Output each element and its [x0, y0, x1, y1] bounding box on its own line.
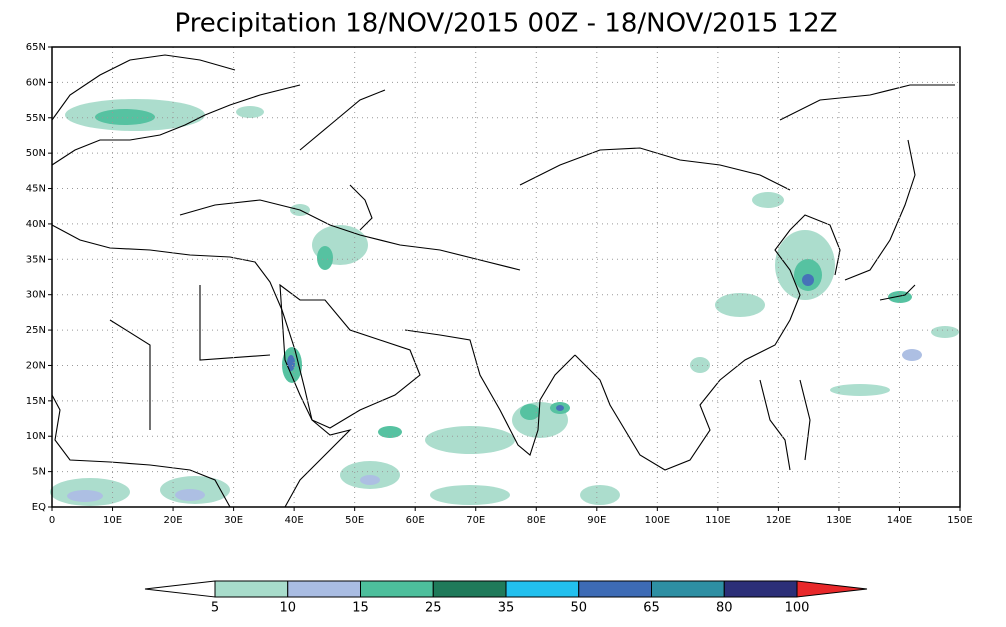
lat-label: 15N — [26, 396, 46, 407]
colorbar-over — [796, 580, 868, 598]
lon-label: 150E — [947, 515, 972, 526]
coastlines — [51, 54, 955, 508]
colorbar-label: 5 — [211, 601, 219, 616]
lon-label: 60E — [406, 515, 425, 526]
lon-label: 110E — [705, 515, 730, 526]
lat-label: 45N — [26, 184, 46, 195]
lon-label: 10E — [103, 515, 122, 526]
lon-label: 80E — [527, 515, 546, 526]
lon-label: 100E — [645, 515, 670, 526]
colorbar-swatch — [214, 580, 289, 598]
colorbar-under — [144, 580, 216, 598]
lat-label: 5N — [32, 467, 46, 478]
lat-label: 60N — [26, 77, 46, 88]
colorbar: 5 10 15 25 35 50 65 80 100 — [144, 580, 868, 616]
title: Precipitation 18/NOV/2015 00Z - 18/NOV/2… — [174, 9, 837, 39]
lat-label: 20N — [26, 360, 46, 371]
colorbar-swatch — [723, 580, 798, 598]
lon-label: 30E — [224, 515, 243, 526]
lon-label: 40E — [285, 515, 304, 526]
colorbar-label: 100 — [785, 601, 810, 616]
colorbar-label: 10 — [279, 601, 296, 616]
lon-label: 50E — [345, 515, 364, 526]
colorbar-swatch — [578, 580, 652, 598]
lon-label: 120E — [766, 515, 791, 526]
precipitation — [50, 99, 959, 506]
colorbar-swatch — [360, 580, 434, 598]
lat-label: 30N — [26, 290, 46, 301]
lon-label: 130E — [826, 515, 851, 526]
colorbar-label: 65 — [643, 601, 660, 616]
lat-label: 55N — [26, 113, 46, 124]
lat-label: 10N — [26, 431, 46, 442]
lat-label: 65N — [26, 42, 46, 53]
colorbar-swatch — [505, 580, 580, 598]
lon-label: 70E — [466, 515, 485, 526]
lon-label: 90E — [587, 515, 606, 526]
lat-label: 40N — [26, 219, 46, 230]
lon-label: 20E — [164, 515, 183, 526]
lon-label: 140E — [887, 515, 912, 526]
colorbar-swatch — [651, 580, 725, 598]
lat-label: 50N — [26, 148, 46, 159]
colorbar-swatch — [432, 580, 507, 598]
colorbar-label: 80 — [716, 601, 733, 616]
map-frame — [51, 46, 961, 508]
lat-label: EQ — [32, 502, 46, 513]
colorbar-label: 25 — [425, 601, 442, 616]
lon-label: 0 — [49, 515, 55, 526]
colorbar-swatch — [287, 580, 361, 598]
colorbar-label: 50 — [570, 601, 587, 616]
colorbar-label: 35 — [498, 601, 515, 616]
lat-label: 25N — [26, 325, 46, 336]
colorbar-label: 15 — [352, 601, 369, 616]
axis-ticks: 0 10E 20E 30E 40E 50E 60E 70E 80E 90E 100E 110E 120E… — [26, 42, 973, 526]
lat-label: 35N — [26, 254, 46, 265]
grid — [52, 47, 960, 507]
